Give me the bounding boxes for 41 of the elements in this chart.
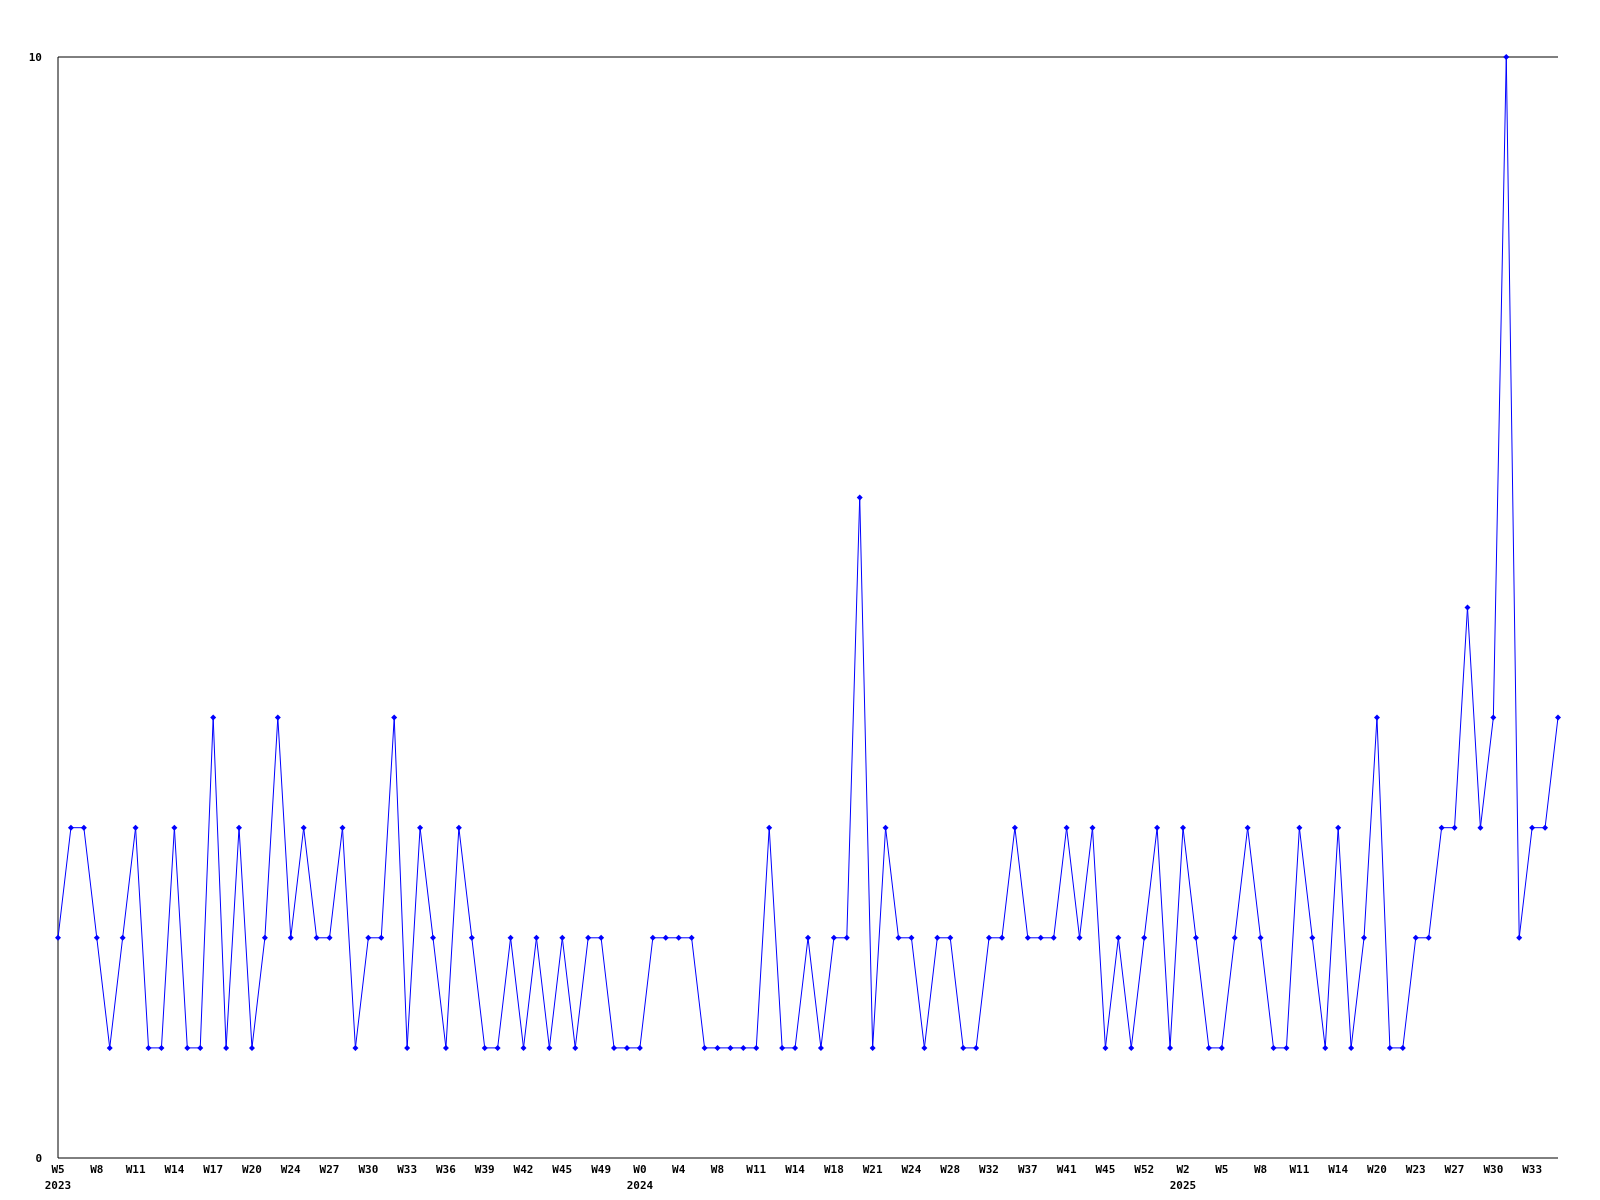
x-tick-label: W5 2023 — [44, 1163, 72, 1192]
x-tick-label: W8 — [1253, 1163, 1268, 1176]
x-tick-label: W28 — [940, 1163, 961, 1176]
x-tick-label: W41 — [1056, 1163, 1077, 1176]
x-tick-label: W17 — [203, 1163, 224, 1176]
y-tick-label: 0 — [35, 1151, 42, 1165]
x-tick-label: W2 2025 — [1169, 1163, 1197, 1192]
x-tick-label: W52 — [1134, 1163, 1155, 1176]
x-tick-label: W0 2024 — [626, 1163, 654, 1192]
x-tick-label: W5 — [1215, 1163, 1229, 1176]
x-tick-label: W11 — [746, 1163, 767, 1176]
x-tick-label: W14 — [164, 1163, 185, 1176]
x-tick-label: W11 — [125, 1163, 146, 1176]
x-tick-label: W21 — [862, 1163, 883, 1176]
x-tick-label: W49 — [591, 1163, 612, 1176]
x-tick-label: W45 — [1095, 1163, 1116, 1176]
x-tick-label: W37 — [1017, 1163, 1038, 1176]
x-tick-label: W32 — [979, 1163, 999, 1176]
x-tick-label: W39 — [474, 1163, 495, 1176]
y-tick-label: 10 — [28, 50, 42, 64]
x-tick-label: W27 — [1444, 1163, 1465, 1176]
x-tick-label: W24 — [901, 1163, 922, 1176]
x-tick-label: W11 — [1289, 1163, 1310, 1176]
x-tick-label: W42 — [513, 1163, 534, 1176]
x-tick-label: W18 — [823, 1163, 844, 1176]
x-tick-label: W30 — [1483, 1163, 1504, 1176]
x-tick-label: W8 — [90, 1163, 104, 1176]
x-tick-label: W4 — [672, 1163, 686, 1176]
x-tick-label: W33 — [1522, 1163, 1543, 1176]
x-tick-label: W30 — [358, 1163, 379, 1176]
x-tick-label: W20 — [242, 1163, 262, 1176]
x-tick-label: W14 — [785, 1163, 806, 1176]
x-tick-label: W24 — [280, 1163, 302, 1176]
x-tick-label: W23 — [1405, 1163, 1426, 1176]
x-tick-label: W36 — [435, 1163, 457, 1176]
x-tick-label: W20 — [1367, 1163, 1387, 1176]
x-tick-label: W14 — [1328, 1163, 1349, 1176]
x-tick-label: W8 — [710, 1163, 725, 1176]
x-tick-label: W27 — [319, 1163, 340, 1176]
x-tick-label: W45 — [552, 1163, 573, 1176]
x-tick-label: W33 — [397, 1163, 418, 1176]
